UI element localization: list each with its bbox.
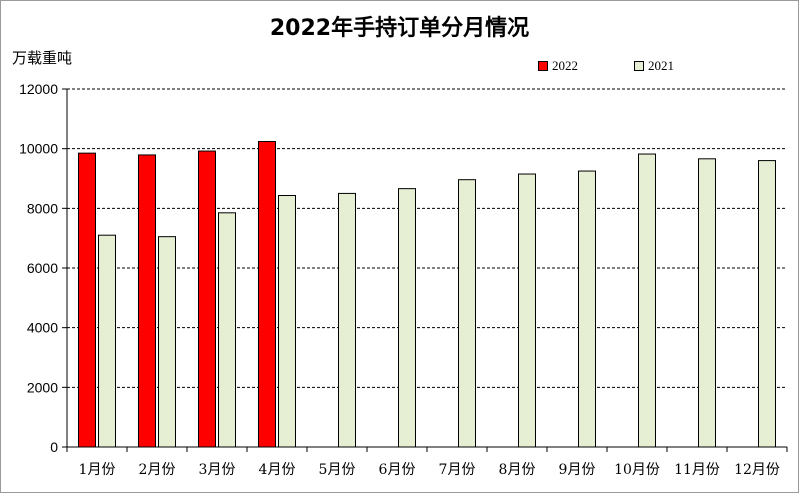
y-tick-label: 0 <box>50 439 58 455</box>
bar-2021-3 <box>218 212 236 448</box>
y-tick-label: 12000 <box>19 81 58 97</box>
bar-2022-3 <box>198 150 216 448</box>
bar-2021-8 <box>518 173 536 448</box>
bar-2022-4 <box>258 141 276 448</box>
x-tick-label: 7月份 <box>439 462 476 478</box>
x-tick-label: 11月份 <box>674 462 720 478</box>
x-tick-label: 6月份 <box>379 462 416 478</box>
legend-swatch-2021 <box>634 61 644 71</box>
legend-label-2021: 2021 <box>648 58 674 73</box>
x-tick-label: 10月份 <box>614 462 660 478</box>
bar-2021-2 <box>158 236 176 448</box>
y-tick-label: 2000 <box>27 379 58 395</box>
chart-title: 2022年手持订单分月情况 <box>269 16 530 41</box>
legend-label-2022: 2022 <box>552 58 578 73</box>
bar-2021-10 <box>638 153 656 448</box>
x-tick-label: 8月份 <box>499 462 536 478</box>
bar-2021-12 <box>758 160 776 448</box>
bar-2022-1 <box>78 152 96 448</box>
y-tick-label: 8000 <box>27 200 58 216</box>
y-tick-label: 10000 <box>19 141 58 157</box>
x-tick-label: 5月份 <box>319 462 356 478</box>
x-tick-label: 9月份 <box>559 462 596 478</box>
bar-2021-9 <box>578 170 596 448</box>
bar-2021-11 <box>698 158 716 448</box>
x-tick-label: 3月份 <box>199 462 236 478</box>
bar-2021-7 <box>458 179 476 448</box>
bar-2021-4 <box>278 195 296 448</box>
legend-item-2021: 2021 <box>634 58 674 73</box>
legend-item-2022: 2022 <box>538 58 578 73</box>
y-axis-unit-label: 万载重吨 <box>12 49 73 67</box>
bar-2022-2 <box>138 154 156 448</box>
bar-2021-6 <box>398 188 416 448</box>
x-tick-label: 12月份 <box>734 462 780 478</box>
y-tick-label: 4000 <box>27 320 58 336</box>
x-tick-label: 1月份 <box>79 462 116 478</box>
legend-swatch-2022 <box>538 61 548 71</box>
bar-2021-1 <box>98 234 116 448</box>
y-tick-label: 6000 <box>27 260 58 276</box>
x-tick-label: 2月份 <box>139 462 176 478</box>
bar-2021-5 <box>338 192 356 448</box>
x-tick-label: 4月份 <box>259 462 296 478</box>
